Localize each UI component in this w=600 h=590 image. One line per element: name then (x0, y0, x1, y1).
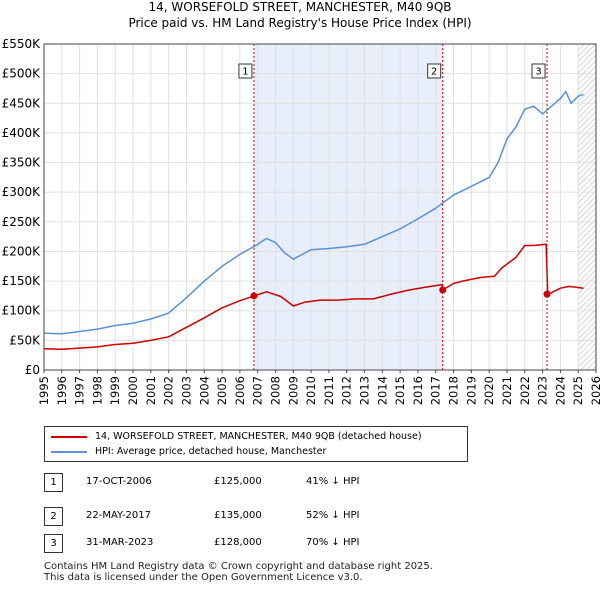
sale-marker-label: 3 (535, 67, 541, 78)
x-tick-label: 2025 (571, 376, 585, 405)
y-tick-label: £100K (2, 304, 42, 318)
plot-border (43, 43, 597, 371)
projection-hatch (578, 44, 596, 370)
x-tick-label: 2007 (251, 376, 265, 405)
sale-marker-label: 1 (242, 67, 248, 78)
sale-price: £135,000 (214, 510, 262, 521)
sale-marker-box (238, 63, 253, 79)
x-tick-label: 2014 (375, 376, 389, 405)
x-tick-label: 1995 (37, 376, 51, 405)
x-tick-label: 2026 (589, 376, 600, 405)
x-tick-label: 1996 (55, 376, 69, 405)
sale-marker-box (427, 63, 442, 79)
y-tick-label: £450K (2, 96, 42, 110)
sale-point (439, 286, 447, 294)
sale-hpi-diff: 70% ↓ HPI (306, 537, 360, 548)
x-tick-label: 2012 (340, 376, 354, 405)
x-tick-label: 1997 (73, 376, 87, 405)
x-tick-label: 2022 (518, 376, 532, 405)
y-tick-label: £150K (2, 274, 42, 288)
x-tick-label: 1999 (108, 376, 122, 405)
y-tick-label: £500K (2, 67, 42, 81)
hpi-line (43, 90, 584, 335)
sale-price: £125,000 (214, 476, 262, 487)
table-row: 2 22-MAY-2017 £135,000 52% ↓ HPI (44, 507, 444, 527)
x-tick-label: 2011 (322, 376, 336, 405)
sale-number-badge: 3 (44, 534, 63, 553)
y-tick-label: £50K (9, 333, 41, 347)
x-tick-label: 2020 (482, 376, 496, 405)
property-price-line (43, 243, 584, 351)
chart-subtitle: Price paid vs. HM Land Registry's House … (128, 16, 472, 30)
y-tick-label: £300K (2, 185, 42, 199)
price-chart: 1 2 3 £0 £50K £100K £150K £200K £250K £300K £350K £… (2, 37, 600, 405)
y-tick-label: £550K (2, 37, 42, 51)
table-row: 1 17-OCT-2006 £125,000 41% ↓ HPI (44, 473, 444, 493)
legend-swatch-property (51, 436, 87, 438)
sale-hpi-diff: 52% ↓ HPI (306, 510, 360, 521)
chart-legend: 14, WORSEFOLD STREET, MANCHESTER, M40 9Q… (44, 426, 468, 462)
x-tick-label: 2016 (411, 376, 425, 405)
x-tick-label: 2005 (215, 376, 229, 405)
sale-marker-box (531, 63, 546, 79)
footer-copyright: Contains HM Land Registry data © Crown c… (44, 561, 433, 572)
x-tick-label: 2010 (304, 376, 318, 405)
x-tick-label: 2009 (286, 376, 300, 405)
x-tick-label: 2001 (144, 376, 158, 405)
x-tick-label: 2013 (358, 376, 372, 405)
sale-price: £128,000 (214, 537, 262, 548)
y-tick-label: £250K (2, 215, 42, 229)
chart-title: 14, WORSEFOLD STREET, MANCHESTER, M40 9Q… (148, 0, 452, 14)
x-tick-label: 2015 (393, 376, 407, 405)
sale-hpi-diff: 41% ↓ HPI (306, 476, 360, 487)
sale-point (250, 292, 258, 300)
legend-label-hpi: HPI: Average price, detached house, Manc… (95, 446, 327, 457)
x-tick-label: 2019 (464, 376, 478, 405)
x-tick-label: 2000 (126, 376, 140, 405)
sale-point (543, 290, 551, 298)
sale-marker-label: 2 (431, 67, 437, 78)
x-tick-label: 2003 (179, 376, 193, 405)
sale-date: 31-MAR-2023 (86, 537, 154, 548)
legend-label-property: 14, WORSEFOLD STREET, MANCHESTER, M40 9Q… (95, 431, 422, 442)
y-tick-label: £200K (2, 244, 42, 258)
y-tick-label: £350K (2, 156, 42, 170)
sale-number-badge: 1 (44, 473, 63, 492)
y-tick-label: £0 (25, 363, 40, 377)
table-row: 3 31-MAR-2023 £128,000 70% ↓ HPI (44, 534, 444, 554)
footer-licence: This data is licensed under the Open Gov… (44, 572, 363, 583)
x-tick-label: 2006 (233, 376, 247, 405)
ownership-shade (253, 44, 443, 370)
y-tick-label: £400K (2, 126, 42, 140)
x-tick-label: 2023 (536, 376, 550, 405)
x-tick-label: 2017 (429, 376, 443, 405)
sale-date: 22-MAY-2017 (86, 510, 152, 521)
x-tick-label: 2008 (268, 376, 282, 405)
x-tick-label: 2024 (553, 376, 567, 405)
x-tick-label: 2021 (500, 376, 514, 405)
sale-date: 17-OCT-2006 (86, 476, 152, 487)
x-tick-label: 2018 (447, 376, 461, 405)
legend-swatch-hpi (51, 451, 87, 453)
x-tick-label: 1998 (90, 376, 104, 405)
x-tick-label: 2004 (197, 376, 211, 405)
sale-number-badge: 2 (44, 507, 63, 526)
x-tick-label: 2002 (162, 376, 176, 405)
